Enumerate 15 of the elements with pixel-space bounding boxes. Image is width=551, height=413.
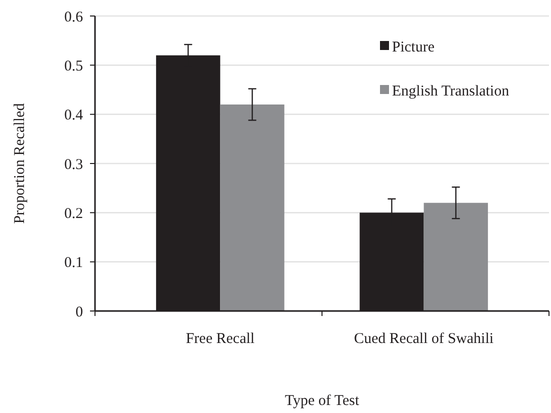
y-tick-label: 0 xyxy=(76,304,83,320)
y-tick-label: 0.2 xyxy=(64,206,83,222)
bar xyxy=(220,104,284,311)
y-tick-label: 0.3 xyxy=(64,156,83,173)
y-tick-label: 0.4 xyxy=(64,108,84,124)
y-tick-label: 0.5 xyxy=(64,58,83,74)
x-axis-title: Type of Test xyxy=(284,393,360,409)
x-tick-label: Cued Recall of Swahili xyxy=(354,331,494,347)
bar xyxy=(424,202,488,311)
legend-label: English Translation xyxy=(392,83,510,100)
legend-label: Picture xyxy=(392,39,435,56)
y-tick-label: 0.1 xyxy=(64,255,83,272)
y-axis-title: Proportion Recalled xyxy=(12,102,28,224)
y-tick-label: 0.6 xyxy=(64,9,84,26)
x-tick-label: Free Recall xyxy=(186,331,255,347)
